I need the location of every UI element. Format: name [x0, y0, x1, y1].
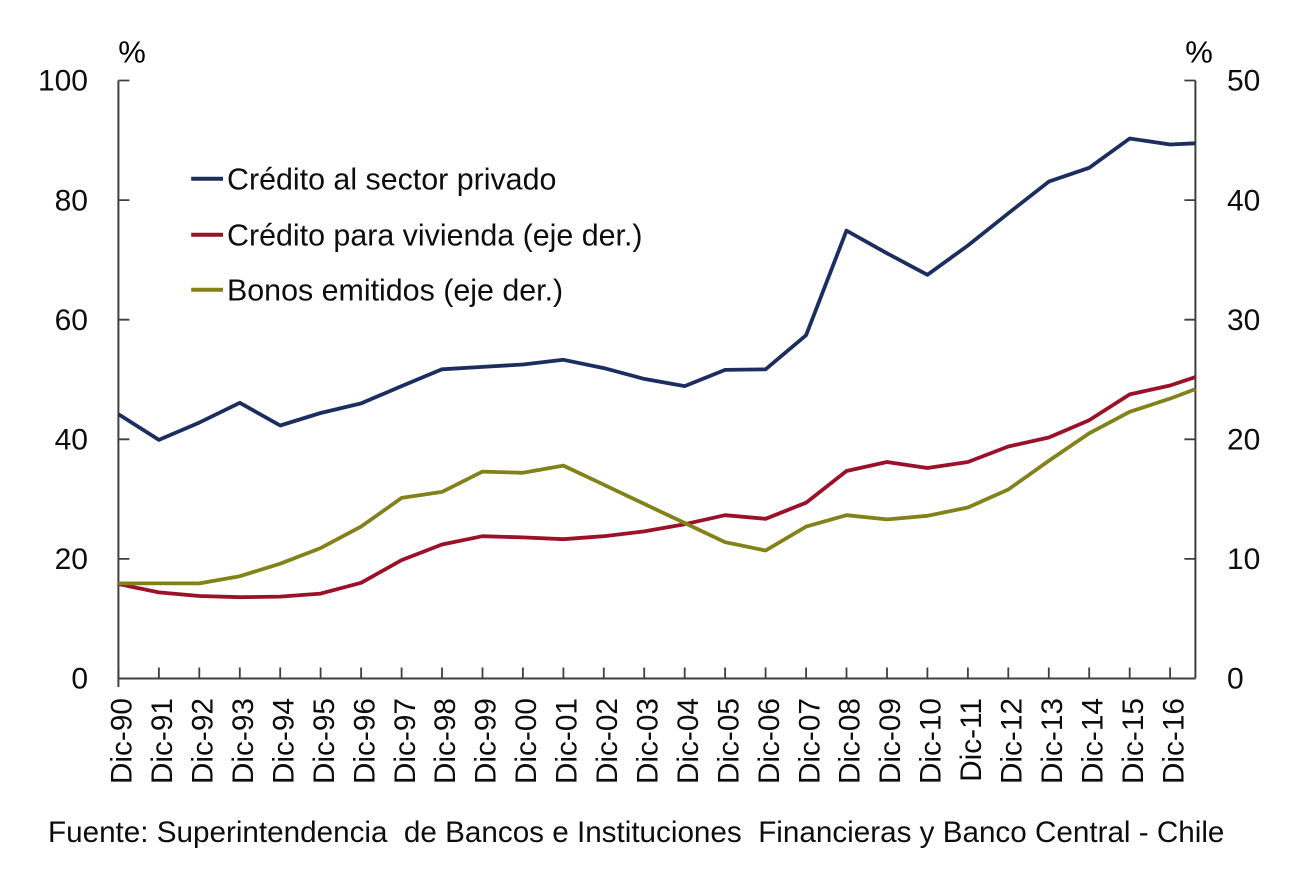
- svg-text:%: %: [118, 34, 146, 69]
- svg-text:Crédito al sector privado: Crédito al sector privado: [227, 163, 556, 197]
- svg-text:Dic-08: Dic-08: [834, 698, 867, 784]
- svg-text:Bonos emitidos (eje der.): Bonos emitidos (eje der.): [227, 274, 563, 308]
- svg-text:50: 50: [1227, 65, 1260, 98]
- svg-text:Dic-12: Dic-12: [996, 698, 1029, 784]
- svg-text:Dic-90: Dic-90: [106, 698, 139, 784]
- svg-text:Dic-05: Dic-05: [712, 698, 745, 784]
- svg-text:Dic-13: Dic-13: [1036, 698, 1069, 784]
- svg-text:Dic-03: Dic-03: [632, 698, 665, 784]
- svg-text:30: 30: [1227, 304, 1260, 337]
- svg-text:0: 0: [71, 663, 88, 696]
- svg-text:40: 40: [1227, 184, 1260, 217]
- svg-text:0: 0: [1227, 663, 1244, 696]
- svg-text:Dic-07: Dic-07: [793, 698, 826, 784]
- svg-text:Dic-95: Dic-95: [308, 698, 341, 784]
- svg-text:Dic-06: Dic-06: [753, 698, 786, 784]
- svg-text:Fuente: Superintendencia de B: Fuente: Superintendencia de Bancos e Ins…: [48, 816, 1224, 849]
- svg-text:60: 60: [55, 304, 88, 337]
- svg-text:Dic-04: Dic-04: [672, 698, 705, 784]
- svg-text:Crédito para vivienda (eje der: Crédito para vivienda (eje der.): [227, 219, 643, 253]
- svg-text:Dic-11: Dic-11: [955, 698, 988, 782]
- svg-text:%: %: [1185, 34, 1213, 69]
- svg-text:Dic-09: Dic-09: [874, 698, 907, 784]
- svg-text:Dic-96: Dic-96: [348, 698, 381, 784]
- svg-text:20: 20: [1227, 424, 1260, 457]
- svg-text:20: 20: [55, 543, 88, 576]
- svg-text:Dic-99: Dic-99: [470, 698, 503, 784]
- svg-text:40: 40: [55, 424, 88, 457]
- svg-text:Dic-00: Dic-00: [510, 698, 543, 784]
- svg-text:100: 100: [38, 65, 88, 98]
- svg-text:Dic-02: Dic-02: [591, 698, 624, 784]
- svg-text:Dic-97: Dic-97: [389, 698, 422, 784]
- svg-text:Dic-10: Dic-10: [915, 698, 948, 784]
- svg-text:Dic-14: Dic-14: [1076, 698, 1109, 784]
- svg-text:Dic-98: Dic-98: [429, 698, 462, 784]
- svg-text:Dic-92: Dic-92: [187, 698, 220, 784]
- svg-text:Dic-16: Dic-16: [1157, 698, 1190, 784]
- svg-text:Dic-15: Dic-15: [1117, 698, 1150, 784]
- svg-text:Dic-93: Dic-93: [227, 698, 260, 784]
- svg-text:10: 10: [1227, 543, 1260, 576]
- svg-text:80: 80: [55, 184, 88, 217]
- svg-text:Dic-91: Dic-91: [146, 698, 179, 784]
- svg-text:Dic-94: Dic-94: [267, 698, 300, 784]
- svg-text:Dic-01: Dic-01: [551, 698, 584, 784]
